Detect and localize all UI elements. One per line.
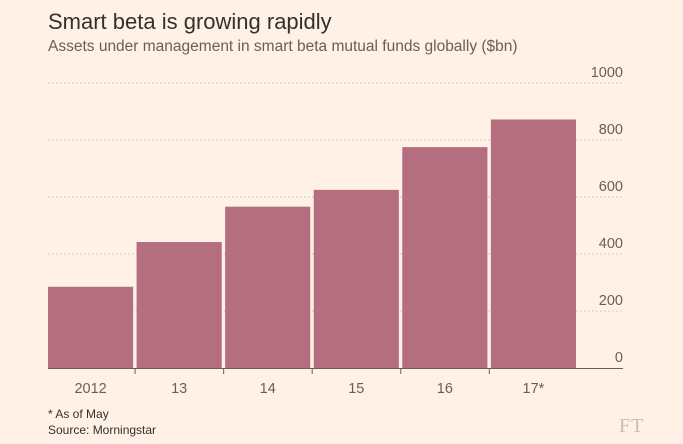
chart-title: Smart beta is growing rapidly <box>48 9 332 34</box>
footnote: * As of May <box>48 407 109 421</box>
chart-subtitle: Assets under management in smart beta mu… <box>48 38 518 55</box>
bar <box>402 147 488 368</box>
bar <box>313 189 399 368</box>
bar <box>48 286 134 368</box>
y-tick-label: 800 <box>599 122 623 138</box>
x-tick-label: 17* <box>523 381 545 397</box>
x-tick-label: 14 <box>260 381 276 397</box>
source-note: Source: Morningstar <box>48 423 157 437</box>
y-tick-label: 0 <box>615 350 623 366</box>
y-tick-label: 600 <box>599 179 623 195</box>
x-tick-label: 16 <box>437 381 453 397</box>
x-tick-label: 13 <box>171 381 187 397</box>
x-tick-label: 15 <box>348 381 364 397</box>
y-tick-label: 1000 <box>591 65 623 81</box>
bar <box>225 206 311 368</box>
y-tick-label: 400 <box>599 236 623 252</box>
y-tick-label: 200 <box>599 293 623 309</box>
x-tick-label: 2012 <box>74 381 106 397</box>
bar <box>490 119 576 368</box>
bar <box>136 242 222 368</box>
ft-logo: FT <box>619 415 645 437</box>
